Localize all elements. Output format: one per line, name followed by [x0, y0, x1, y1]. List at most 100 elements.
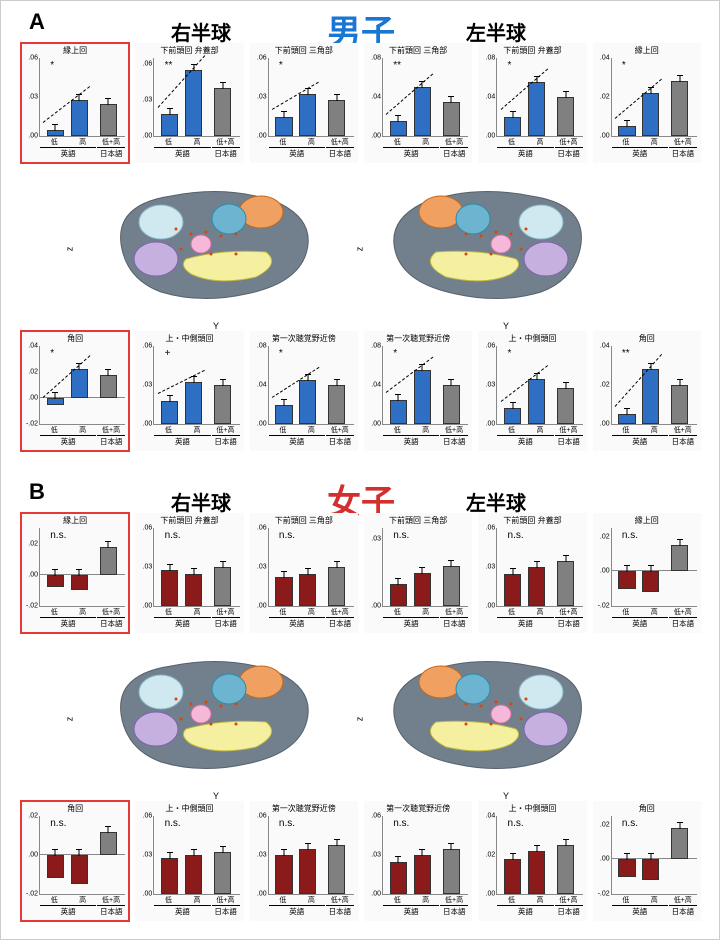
- bar-0: [390, 584, 407, 606]
- bar-0: [47, 130, 64, 137]
- x-labels: 低高低+高: [154, 137, 239, 147]
- bar-1: [299, 849, 316, 895]
- bar-2: [671, 385, 688, 424]
- bar-2: [214, 852, 231, 894]
- significance-marker: n.s.: [508, 530, 524, 541]
- mini-chart: 角回 -.02.00.02 n.s. 低高低+高 英語日本語: [593, 801, 701, 921]
- bar-0: [504, 574, 521, 607]
- language-labels: 英語日本語: [269, 147, 354, 159]
- bar-1: [185, 855, 202, 894]
- panel-A: A 男子 右半球 左半球 縁上回 .00.03.06 * 低高低+高 英語日本語…: [1, 1, 720, 471]
- brain-diagram: [81, 174, 331, 314]
- bar-1: [414, 573, 431, 606]
- x-labels: 低高低+高: [154, 425, 239, 435]
- brain-diagram: [371, 174, 621, 314]
- language-labels: 英語日本語: [40, 617, 125, 629]
- x-labels: 低高低+高: [497, 895, 582, 905]
- bar-2: [214, 385, 231, 424]
- bar-1: [528, 851, 545, 894]
- bar-0: [390, 121, 407, 136]
- significance-marker: *: [279, 60, 283, 71]
- significance-marker: n.s.: [165, 818, 181, 829]
- significance-marker: n.s.: [393, 818, 409, 829]
- mini-chart: 上・中側頭回 .00.02.04 n.s. 低高低+高 英語日本語: [478, 801, 586, 921]
- language-labels: 英語日本語: [383, 905, 468, 917]
- bottom-charts-row: 角回 -.02.00.02.04 * 低高低+高 英語日本語 上・中側頭回 .0…: [21, 331, 701, 451]
- bar-2: [328, 385, 345, 424]
- bar-2: [100, 547, 117, 575]
- significance-marker: n.s.: [279, 818, 295, 829]
- language-labels: 英語日本語: [612, 435, 697, 447]
- bar-1: [299, 94, 316, 136]
- panel-letter: B: [29, 479, 45, 505]
- x-labels: 低高低+高: [269, 895, 354, 905]
- bar-2: [671, 81, 688, 136]
- bar-2: [557, 97, 574, 136]
- language-labels: 英語日本語: [269, 435, 354, 447]
- top-charts-row: 縁上回 .00.03.06 * 低高低+高 英語日本語 下前頭回 弁蓋部 .00…: [21, 43, 701, 163]
- significance-marker: n.s.: [50, 530, 66, 541]
- mini-chart: 角回 -.02.00.02 n.s. 低高低+高 英語日本語: [21, 801, 129, 921]
- bar-0: [504, 859, 521, 894]
- brains-row: Y z Y z: [81, 639, 641, 799]
- bar-1: [71, 855, 88, 884]
- chart-title: 下前頭回 弁蓋部: [135, 45, 243, 56]
- brain-diagram: [81, 644, 331, 784]
- bar-1: [71, 575, 88, 591]
- bar-2: [557, 561, 574, 607]
- mini-chart: 縁上回 -.02.00.02 n.s. 低高低+高 英語日本語: [21, 513, 129, 633]
- significance-marker: *: [622, 60, 626, 71]
- language-labels: 英語日本語: [383, 617, 468, 629]
- significance-marker: *: [50, 60, 54, 71]
- bar-2: [557, 388, 574, 424]
- bar-0: [390, 400, 407, 424]
- mini-chart: 第一次聴覚野近傍 .00.03.06 n.s. 低高低+高 英語日本語: [364, 801, 472, 921]
- bar-1: [642, 859, 659, 880]
- language-labels: 英語日本語: [154, 435, 239, 447]
- x-labels: 低高低+高: [40, 895, 125, 905]
- significance-marker: *: [279, 348, 283, 359]
- mini-chart: 下前頭回 三角部 .00.04.08 ** 低高低+高 英語日本語: [364, 43, 472, 163]
- chart-title: 下前頭回 三角部: [364, 515, 472, 526]
- bar-0: [618, 859, 635, 876]
- significance-marker: **: [165, 60, 173, 71]
- language-labels: 英語日本語: [154, 905, 239, 917]
- language-labels: 英語日本語: [383, 435, 468, 447]
- language-labels: 英語日本語: [154, 147, 239, 159]
- brain-right: Y z: [81, 169, 351, 329]
- language-labels: 英語日本語: [40, 905, 125, 917]
- bar-2: [671, 545, 688, 571]
- x-labels: 低高低+高: [383, 425, 468, 435]
- x-labels: 低高低+高: [269, 425, 354, 435]
- x-labels: 低高低+高: [40, 425, 125, 435]
- language-labels: 英語日本語: [154, 617, 239, 629]
- x-labels: 低高低+高: [383, 895, 468, 905]
- mini-chart: 下前頭回 三角部 .00.03.06 * 低高低+高 英語日本語: [250, 43, 358, 163]
- brain-left: Y z: [371, 639, 641, 799]
- x-labels: 低高低+高: [612, 607, 697, 617]
- x-labels: 低高低+高: [383, 137, 468, 147]
- bar-2: [557, 845, 574, 894]
- bar-0: [618, 414, 635, 424]
- language-labels: 英語日本語: [497, 905, 582, 917]
- bar-1: [185, 574, 202, 607]
- bar-0: [47, 575, 64, 587]
- bar-2: [100, 104, 117, 137]
- significance-marker: *: [50, 348, 54, 359]
- x-labels: 低高低+高: [497, 607, 582, 617]
- hemisphere-right-label: 右半球: [171, 487, 231, 516]
- significance-marker: +: [165, 348, 171, 359]
- brain-left: Y z: [371, 169, 641, 329]
- significance-marker: *: [508, 348, 512, 359]
- bar-1: [185, 382, 202, 424]
- brain-diagram: [371, 644, 621, 784]
- bar-0: [161, 570, 178, 606]
- bar-1: [71, 369, 88, 398]
- bar-0: [504, 117, 521, 137]
- mini-chart: 縁上回 .00.03.06 * 低高低+高 英語日本語: [21, 43, 129, 163]
- hemisphere-right-label: 右半球: [171, 17, 231, 46]
- x-labels: 低高低+高: [612, 425, 697, 435]
- language-labels: 英語日本語: [383, 147, 468, 159]
- mini-chart: 第一次聴覚野近傍 .00.04.08 * 低高低+高 英語日本語: [250, 331, 358, 451]
- brains-row: Y z Y z: [81, 169, 641, 329]
